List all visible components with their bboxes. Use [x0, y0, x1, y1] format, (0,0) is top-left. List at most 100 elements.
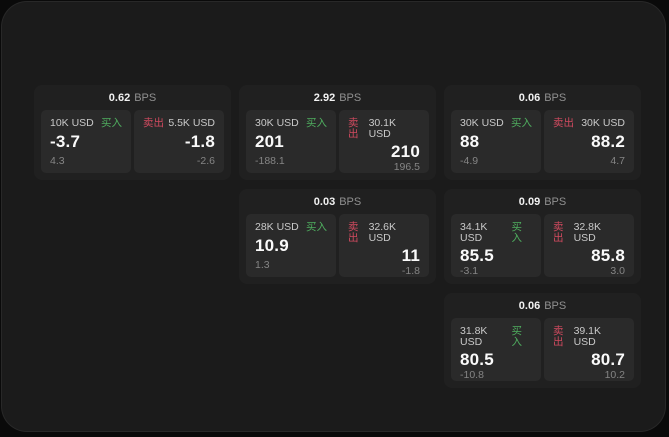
buy-panel-header: 28K USD 买入: [255, 222, 327, 233]
buy-side-label: 买入: [306, 117, 327, 129]
buy-side-label: 买入: [511, 325, 522, 348]
card-header: 0.09 BPS: [451, 189, 634, 214]
buy-change: 4.3: [50, 154, 65, 167]
buy-side-label: 买入: [101, 117, 122, 129]
bps-unit-label: BPS: [544, 195, 567, 208]
bps-value: 0.03: [313, 195, 336, 208]
buy-panel-header: 10K USD 买入: [50, 118, 122, 129]
card-header: 0.06 BPS: [451, 85, 634, 110]
buy-change: -188.1: [255, 154, 285, 167]
buy-amount: 34.1K USD: [460, 221, 488, 244]
sell-panel[interactable]: 卖出 39.1K USD 80.7 10.2: [544, 318, 634, 381]
buy-change: -10.8: [460, 368, 484, 381]
bps-value: 2.92: [313, 91, 336, 104]
buy-side-label: 买入: [511, 117, 532, 129]
buy-price: 10.9: [255, 235, 289, 255]
buy-price: 85.5: [460, 246, 494, 265]
bps-value: 0.62: [108, 91, 131, 104]
quote-card: 0.06 BPS 31.8K USD 买入 80.5 -10.8 卖出 39.1…: [444, 293, 641, 388]
sell-price: 85.8: [591, 246, 625, 265]
buy-panel[interactable]: 30K USD 买入 88 -4.9: [451, 110, 541, 173]
sell-panel[interactable]: 卖出 30K USD 88.2 4.7: [544, 110, 634, 173]
buy-price: 80.5: [460, 350, 494, 369]
sell-amount: 30K USD: [581, 117, 625, 129]
quote-panels: 34.1K USD 买入 85.5 -3.1 卖出 32.8K USD 85.8…: [451, 214, 634, 277]
quote-panels: 31.8K USD 买入 80.5 -10.8 卖出 39.1K USD 80.…: [451, 318, 634, 381]
buy-side-label: 买入: [306, 221, 327, 233]
sell-change: 10.2: [604, 368, 625, 381]
sell-side-label: 卖出: [553, 325, 564, 348]
sell-panel[interactable]: 卖出 5.5K USD -1.8 -2.6: [134, 110, 224, 173]
sell-amount: 32.6K USD: [368, 221, 397, 244]
sell-price: 210: [391, 142, 420, 161]
buy-panel[interactable]: 10K USD 买入 -3.7 4.3: [41, 110, 131, 173]
sell-side-label: 卖出: [553, 117, 574, 129]
sell-panel-header: 卖出 30.1K USD: [348, 118, 420, 139]
sell-amount: 30.1K USD: [368, 117, 397, 140]
quotes-grid: 0.62 BPS 10K USD 买入 -3.7 4.3 卖出 5.5K USD…: [34, 85, 641, 388]
sell-price: -1.8: [184, 131, 215, 151]
sell-amount: 32.8K USD: [573, 221, 602, 244]
sell-side-label: 卖出: [553, 221, 564, 244]
buy-price: -3.7: [50, 131, 81, 151]
quote-card: 0.09 BPS 34.1K USD 买入 85.5 -3.1 卖出 32.8K…: [444, 189, 641, 284]
buy-panel[interactable]: 31.8K USD 买入 80.5 -10.8: [451, 318, 541, 381]
buy-amount: 10K USD: [50, 117, 94, 129]
quote-panels: 30K USD 买入 201 -188.1 卖出 30.1K USD 210 1…: [246, 110, 429, 173]
bps-unit-label: BPS: [134, 91, 157, 104]
sell-panel-header: 卖出 30K USD: [553, 118, 625, 129]
buy-amount: 30K USD: [255, 117, 299, 129]
sell-change: 3.0: [610, 264, 625, 277]
buy-amount: 30K USD: [460, 117, 504, 129]
buy-amount: 31.8K USD: [460, 325, 488, 348]
sell-side-label: 卖出: [348, 221, 359, 244]
buy-panel-header: 30K USD 买入: [255, 118, 327, 129]
bps-unit-label: BPS: [544, 91, 567, 104]
buy-price: 201: [255, 131, 284, 151]
buy-change: 1.3: [255, 258, 270, 271]
sell-panel[interactable]: 卖出 32.8K USD 85.8 3.0: [544, 214, 634, 277]
buy-change: -3.1: [460, 264, 479, 277]
sell-panel-header: 卖出 39.1K USD: [553, 326, 625, 347]
quote-panels: 28K USD 买入 10.9 1.3 卖出 32.6K USD 11 -1.8: [246, 214, 429, 277]
sell-side-label: 卖出: [143, 117, 164, 129]
card-header: 0.06 BPS: [451, 293, 634, 318]
sell-change: -2.6: [196, 154, 215, 167]
sell-amount: 5.5K USD: [168, 117, 215, 129]
card-header: 0.03 BPS: [246, 189, 429, 214]
sell-panel-header: 卖出 5.5K USD: [143, 118, 215, 129]
sell-price: 88.2: [591, 131, 625, 151]
sell-change: 4.7: [610, 154, 625, 167]
buy-panel-header: 31.8K USD 买入: [460, 326, 532, 347]
sell-panel-header: 卖出 32.8K USD: [553, 222, 625, 243]
card-header: 0.62 BPS: [41, 85, 224, 110]
buy-amount: 28K USD: [255, 221, 299, 233]
sell-change: -1.8: [401, 264, 420, 277]
buy-panel[interactable]: 34.1K USD 买入 85.5 -3.1: [451, 214, 541, 277]
sell-change: 196.5: [393, 160, 420, 173]
bps-unit-label: BPS: [544, 299, 567, 312]
sell-panel[interactable]: 卖出 32.6K USD 11 -1.8: [339, 214, 429, 277]
buy-panel[interactable]: 28K USD 买入 10.9 1.3: [246, 214, 336, 277]
sell-panel-header: 卖出 32.6K USD: [348, 222, 420, 243]
sell-panel[interactable]: 卖出 30.1K USD 210 196.5: [339, 110, 429, 173]
buy-side-label: 买入: [511, 221, 522, 244]
buy-panel[interactable]: 30K USD 买入 201 -188.1: [246, 110, 336, 173]
quote-card: 0.03 BPS 28K USD 买入 10.9 1.3 卖出 32.6K US…: [239, 189, 436, 284]
sell-side-label: 卖出: [348, 117, 359, 140]
card-header: 2.92 BPS: [246, 85, 429, 110]
quote-panels: 10K USD 买入 -3.7 4.3 卖出 5.5K USD -1.8 -2.…: [41, 110, 224, 173]
quote-card: 0.62 BPS 10K USD 买入 -3.7 4.3 卖出 5.5K USD…: [34, 85, 231, 180]
bps-value: 0.09: [518, 195, 541, 208]
sell-amount: 39.1K USD: [573, 325, 602, 348]
buy-panel-header: 30K USD 买入: [460, 118, 532, 129]
quote-card: 0.06 BPS 30K USD 买入 88 -4.9 卖出 30K USD 8…: [444, 85, 641, 180]
bps-value: 0.06: [518, 91, 541, 104]
quote-card: 2.92 BPS 30K USD 买入 201 -188.1 卖出 30.1K …: [239, 85, 436, 180]
buy-price: 88: [460, 131, 480, 151]
bps-value: 0.06: [518, 299, 541, 312]
sell-price: 80.7: [591, 350, 625, 369]
buy-change: -4.9: [460, 154, 479, 167]
